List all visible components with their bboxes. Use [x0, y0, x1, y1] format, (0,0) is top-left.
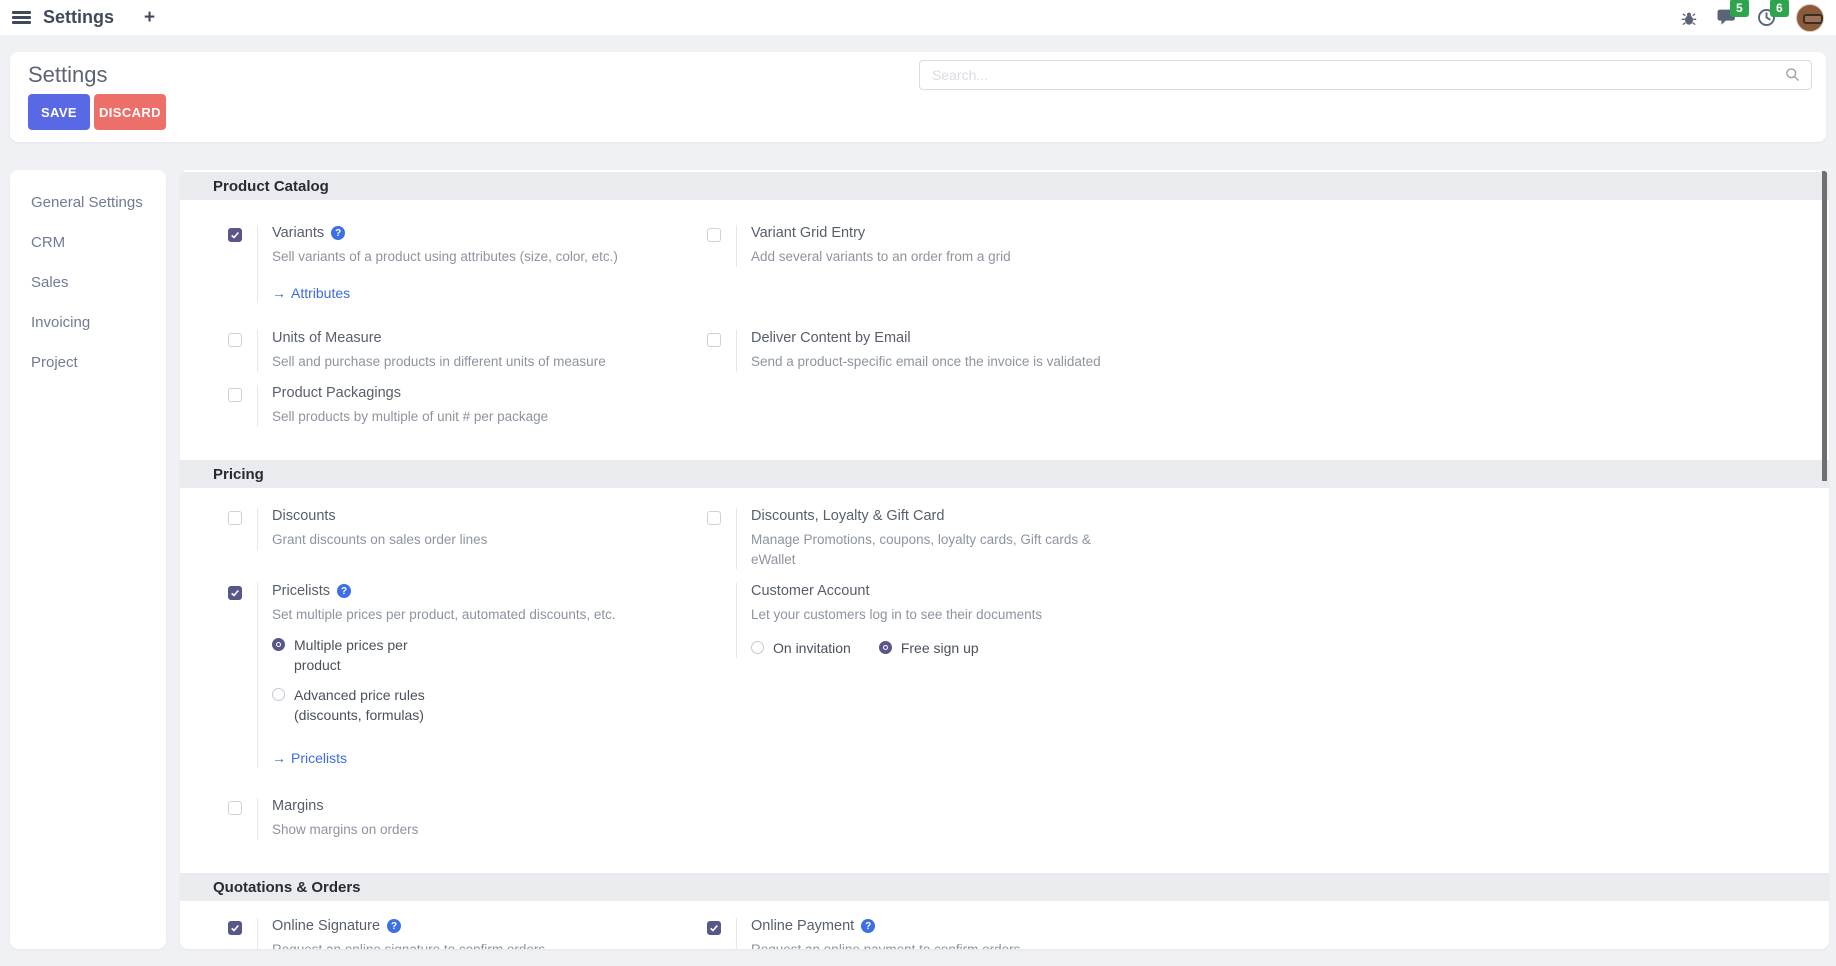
- checkmark-icon: [710, 924, 718, 932]
- setting-description: Sell variants of a product using attribu…: [272, 249, 618, 264]
- setting-label: Pricelists: [272, 583, 331, 599]
- checkmark-icon: [231, 231, 239, 239]
- setting-description: Sell products by multiple of unit # per …: [272, 409, 549, 424]
- setting-margins: Margins Show margins on orders: [228, 798, 647, 840]
- help-icon[interactable]: ?: [331, 226, 346, 240]
- product-packagings-checkbox[interactable]: [228, 388, 242, 402]
- attributes-link[interactable]: → Attributes: [272, 284, 351, 301]
- app-menu-title[interactable]: Settings: [43, 7, 115, 27]
- page-title: Settings: [28, 62, 108, 87]
- setting-description: Send a product-specific email once the i…: [751, 354, 1101, 369]
- setting-label: Online Payment: [751, 918, 855, 934]
- messages-button[interactable]: 5: [1717, 0, 1749, 27]
- radio-on-invitation[interactable]: On invitation: [751, 638, 851, 658]
- setting-label: Deliver Content by Email: [751, 330, 911, 346]
- setting-label: Customer Account: [751, 583, 870, 599]
- setting-units-of-measure: Units of Measure Sell and purchase produ…: [228, 330, 647, 372]
- setting-variant-grid-entry: Variant Grid Entry Add several variants …: [707, 225, 1126, 267]
- sidebar-item-invoicing[interactable]: Invoicing: [31, 313, 91, 331]
- help-icon[interactable]: ?: [861, 919, 876, 933]
- margins-checkbox[interactable]: [228, 801, 242, 815]
- arrow-right-icon: →: [272, 749, 286, 766]
- discard-button[interactable]: DISCARD: [94, 94, 166, 130]
- setting-label: Product Packagings: [272, 385, 401, 401]
- discounts-checkbox[interactable]: [228, 511, 242, 525]
- setting-description: Show margins on orders: [272, 822, 419, 837]
- section-header-quotations-orders: Quotations & Orders: [180, 873, 1829, 901]
- online-signature-checkbox[interactable]: [228, 921, 242, 935]
- setting-label: Variants: [272, 225, 325, 241]
- checkmark-icon: [231, 924, 239, 932]
- deliver-content-checkbox[interactable]: [707, 333, 721, 347]
- setting-label: Discounts, Loyalty & Gift Card: [751, 508, 945, 524]
- save-button[interactable]: SAVE: [28, 94, 90, 130]
- search-icon[interactable]: [1785, 67, 1800, 82]
- setting-description: Add several variants to an order from a …: [751, 249, 1011, 264]
- setting-customer-account: Customer Account Let your customers log …: [707, 583, 1126, 658]
- radio-multiple-prices[interactable]: Multiple prices per product: [272, 635, 647, 676]
- radio-advanced-price-rules[interactable]: Advanced price rules (discounts, formula…: [272, 685, 647, 726]
- setting-variants: Variants? Sell variants of a product usi…: [228, 225, 647, 303]
- units-of-measure-checkbox[interactable]: [228, 333, 242, 347]
- search-input[interactable]: [919, 60, 1812, 90]
- setting-label: Units of Measure: [272, 330, 382, 346]
- setting-description: Manage Promotions, coupons, loyalty card…: [751, 532, 1091, 567]
- checkmark-icon: [231, 589, 239, 597]
- setting-description: Sell and purchase products in different …: [272, 354, 606, 369]
- plus-icon[interactable]: +: [144, 7, 156, 28]
- bug-icon: [1681, 10, 1697, 26]
- debug-button[interactable]: [1681, 10, 1697, 26]
- activities-button[interactable]: 6: [1757, 0, 1789, 27]
- setting-online-signature: Online Signature? Request an online sign…: [228, 918, 647, 949]
- sidebar-item-crm[interactable]: CRM: [31, 233, 66, 251]
- sidebar-item-general-settings[interactable]: General Settings: [31, 193, 143, 211]
- scrollbar-thumb[interactable]: [1822, 171, 1827, 481]
- setting-label: Online Signature: [272, 918, 381, 934]
- setting-pricelists: Pricelists? Set multiple prices per prod…: [228, 583, 647, 768]
- setting-label: Discounts: [272, 508, 336, 524]
- section-header-pricing: Pricing: [180, 460, 1829, 488]
- setting-description: Set multiple prices per product, automat…: [272, 607, 616, 622]
- messages-badge: 5: [1730, 0, 1749, 17]
- hamburger-menu-icon[interactable]: [12, 11, 31, 24]
- section-header-product-catalog: Product Catalog: [180, 172, 1829, 200]
- radio-selected-icon: [272, 637, 285, 651]
- setting-product-packagings: Product Packagings Sell products by mult…: [228, 385, 647, 427]
- loyalty-checkbox[interactable]: [707, 511, 721, 525]
- setting-description: Request an online payment to confirm ord…: [751, 940, 1126, 949]
- clock-icon: [1757, 8, 1776, 27]
- activities-badge: 6: [1770, 0, 1789, 17]
- radio-free-sign-up[interactable]: Free sign up: [878, 638, 979, 658]
- settings-sidebar: General Settings CRM Sales Invoicing Pro…: [10, 170, 166, 949]
- setting-label: Variant Grid Entry: [751, 225, 866, 241]
- settings-header-panel: Settings SAVE DISCARD: [10, 52, 1826, 142]
- setting-description: Request an online signature to confirm o…: [272, 940, 647, 949]
- setting-discounts: Discounts Grant discounts on sales order…: [228, 508, 647, 550]
- variant-grid-entry-checkbox[interactable]: [707, 228, 721, 242]
- online-payment-checkbox[interactable]: [707, 921, 721, 935]
- settings-content-panel: Product Catalog Variants? Sell variants …: [180, 170, 1829, 949]
- arrow-right-icon: →: [272, 284, 286, 301]
- pricelists-link[interactable]: → Pricelists: [272, 749, 348, 766]
- top-navbar: Settings + 5: [0, 0, 1836, 35]
- help-icon[interactable]: ?: [387, 919, 402, 933]
- variants-checkbox[interactable]: [228, 228, 242, 242]
- help-icon[interactable]: ?: [337, 584, 352, 598]
- user-avatar[interactable]: [1796, 3, 1824, 32]
- radio-unselected-icon: [272, 688, 285, 702]
- setting-online-payment: Online Payment? Request an online paymen…: [707, 918, 1126, 949]
- sidebar-item-project[interactable]: Project: [31, 353, 78, 371]
- radio-unselected-icon: [751, 640, 764, 654]
- setting-description: Let your customers log in to see their d…: [751, 607, 1043, 622]
- setting-deliver-content-by-email: Deliver Content by Email Send a product-…: [707, 330, 1126, 372]
- radio-selected-icon: [878, 640, 892, 654]
- setting-loyalty-gift-card: Discounts, Loyalty & Gift Card Manage Pr…: [707, 508, 1126, 570]
- setting-label: Margins: [272, 798, 324, 814]
- setting-description: Grant discounts on sales order lines: [272, 532, 488, 547]
- sidebar-item-sales[interactable]: Sales: [31, 273, 69, 291]
- pricelists-checkbox[interactable]: [228, 586, 242, 600]
